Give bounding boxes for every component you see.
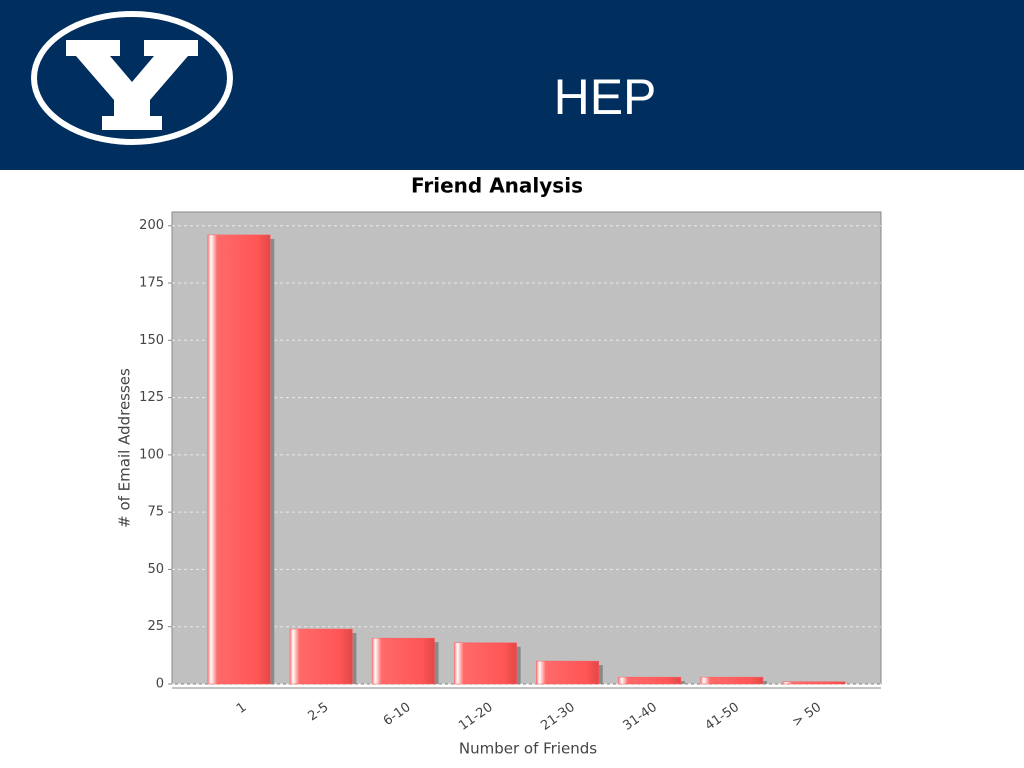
y-tick-label: 50 [147, 562, 164, 577]
x-tick-label: 2-5 [305, 700, 331, 724]
y-tick-label: 175 [139, 276, 164, 291]
y-tick-label: 0 [156, 677, 164, 692]
chart-title: Friend Analysis [411, 174, 583, 198]
x-axis-label: Number of Friends [459, 740, 597, 758]
logo [31, 11, 233, 145]
header-title: HEP [553, 69, 657, 125]
x-tick-label: 31-40 [620, 700, 660, 734]
header-bar: HEP [0, 0, 1024, 170]
bar [453, 642, 517, 685]
bar [700, 676, 764, 685]
x-tick-label: 1 [234, 700, 249, 717]
x-tick-label: 6-10 [381, 700, 414, 729]
y-tick-label: 150 [139, 333, 164, 348]
y-tick-label: 25 [147, 619, 164, 634]
bar [289, 628, 353, 685]
bar [618, 676, 682, 685]
y-tick-label: 125 [139, 390, 164, 405]
x-tick-label: 11-20 [456, 700, 496, 734]
y-axis-label: # of Email Addresses [116, 368, 134, 528]
bar [782, 681, 846, 685]
y-tick-label: 200 [139, 218, 164, 233]
x-tick-label: 21-30 [538, 700, 578, 734]
y-tick-label: 75 [147, 505, 164, 520]
plot-area [171, 211, 882, 685]
x-tick-label: > 50 [790, 700, 824, 730]
bar [207, 234, 271, 685]
y-tick-label: 100 [139, 447, 164, 462]
bar [371, 637, 435, 685]
chart: Friend Analysis Number of Friends # of E… [116, 174, 882, 758]
bar [536, 660, 600, 685]
x-tick-label: 41-50 [703, 700, 743, 734]
